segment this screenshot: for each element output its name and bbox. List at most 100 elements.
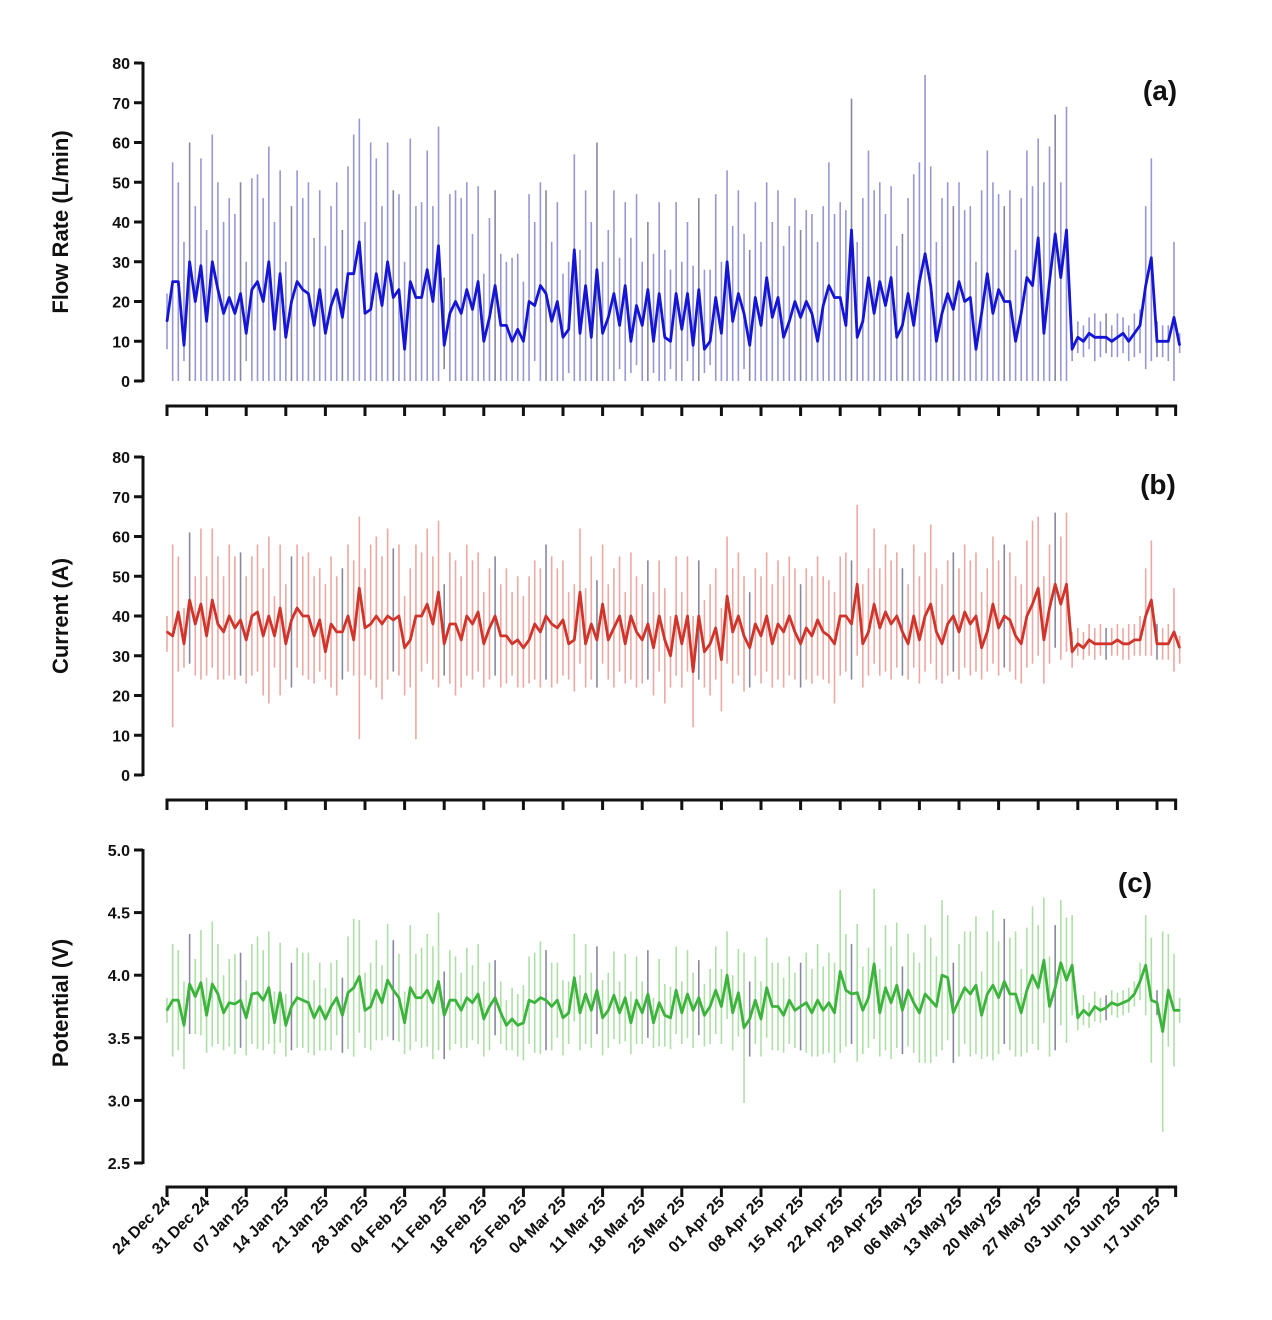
data-point <box>601 332 604 335</box>
data-point <box>907 989 909 992</box>
y-tick-label: 50 <box>112 569 130 586</box>
data-point <box>743 1026 745 1029</box>
data-point <box>448 999 451 1002</box>
data-point <box>607 638 610 641</box>
data-point <box>375 272 378 275</box>
data-point <box>692 1009 695 1012</box>
data-point <box>505 1024 508 1027</box>
data-point <box>1009 300 1011 303</box>
data-point <box>398 288 400 291</box>
data-point <box>946 292 949 295</box>
data-point <box>1071 650 1074 653</box>
data-point <box>624 996 627 999</box>
data-point <box>1105 336 1107 339</box>
data-point <box>777 1005 779 1008</box>
data-point <box>941 974 943 977</box>
data-point <box>369 1005 372 1008</box>
data-point <box>516 328 519 331</box>
y-tick-label: 3.5 <box>108 1031 130 1048</box>
panel-label: (a) <box>1143 75 1177 106</box>
data-point <box>233 312 236 315</box>
data-point <box>748 344 751 347</box>
data-point <box>375 615 378 617</box>
data-point <box>878 627 881 629</box>
data-point <box>584 993 587 995</box>
y-tick-label: 70 <box>112 490 130 507</box>
data-point <box>912 1001 915 1004</box>
data-point <box>1144 964 1147 967</box>
data-point <box>1105 1006 1107 1009</box>
data-point <box>709 340 711 343</box>
data-point <box>505 634 508 637</box>
data-point <box>613 994 615 997</box>
data-point <box>200 264 202 267</box>
data-point <box>748 1018 751 1020</box>
data-point <box>273 328 276 331</box>
data-point <box>352 272 355 275</box>
data-point <box>1099 642 1102 645</box>
data-point <box>669 654 672 657</box>
data-point <box>1082 646 1085 649</box>
data-point <box>239 292 242 295</box>
data-point <box>1054 583 1057 586</box>
data-point <box>697 996 700 999</box>
data-point <box>867 996 870 999</box>
data-point <box>228 296 231 299</box>
data-point <box>528 999 530 1002</box>
data-point <box>579 591 581 594</box>
data-point <box>499 1011 502 1014</box>
data-point <box>692 670 695 673</box>
data-point <box>522 1021 525 1024</box>
data-point <box>454 300 457 303</box>
data-point <box>1014 634 1017 637</box>
data-point <box>482 642 485 645</box>
data-point <box>245 638 248 641</box>
data-point <box>386 615 389 617</box>
data-point <box>1099 336 1102 339</box>
y-tick-label: 0 <box>121 768 130 785</box>
data-point <box>624 284 627 287</box>
data-point <box>256 280 259 283</box>
data-point <box>352 638 355 641</box>
data-point <box>352 986 355 989</box>
data-point <box>884 986 887 989</box>
data-point <box>1173 1009 1175 1012</box>
y-tick-label: 30 <box>112 649 130 666</box>
data-point <box>341 1014 344 1017</box>
data-point <box>924 615 926 617</box>
data-point <box>652 340 655 343</box>
data-point <box>958 631 960 633</box>
data-point <box>613 627 615 629</box>
data-point <box>267 615 270 617</box>
data-point <box>686 993 689 995</box>
data-point <box>946 976 949 979</box>
data-point <box>324 650 327 653</box>
data-point <box>273 1021 276 1024</box>
data-point <box>771 316 774 319</box>
data-point <box>1150 256 1153 259</box>
data-point <box>873 603 876 605</box>
data-point <box>381 304 383 307</box>
data-point <box>816 999 819 1002</box>
data-point <box>1048 280 1051 283</box>
data-point <box>528 638 530 641</box>
data-point <box>1116 1004 1119 1007</box>
data-point <box>200 981 202 984</box>
data-point <box>726 260 728 263</box>
mean-series-line <box>166 582 1181 673</box>
data-point <box>426 989 429 992</box>
data-point <box>1167 340 1170 343</box>
data-point <box>811 312 813 315</box>
data-point <box>426 603 429 605</box>
data-point <box>1014 993 1017 995</box>
data-point <box>607 1009 610 1012</box>
y-tick-label: 80 <box>112 56 130 73</box>
data-point <box>629 1021 632 1024</box>
y-tick-label: 60 <box>112 136 130 153</box>
data-point <box>505 324 508 327</box>
data-point <box>641 1011 644 1014</box>
data-point <box>358 240 361 243</box>
y-tick-label: 4.5 <box>108 906 130 923</box>
data-point <box>539 996 542 999</box>
data-point <box>183 642 185 645</box>
